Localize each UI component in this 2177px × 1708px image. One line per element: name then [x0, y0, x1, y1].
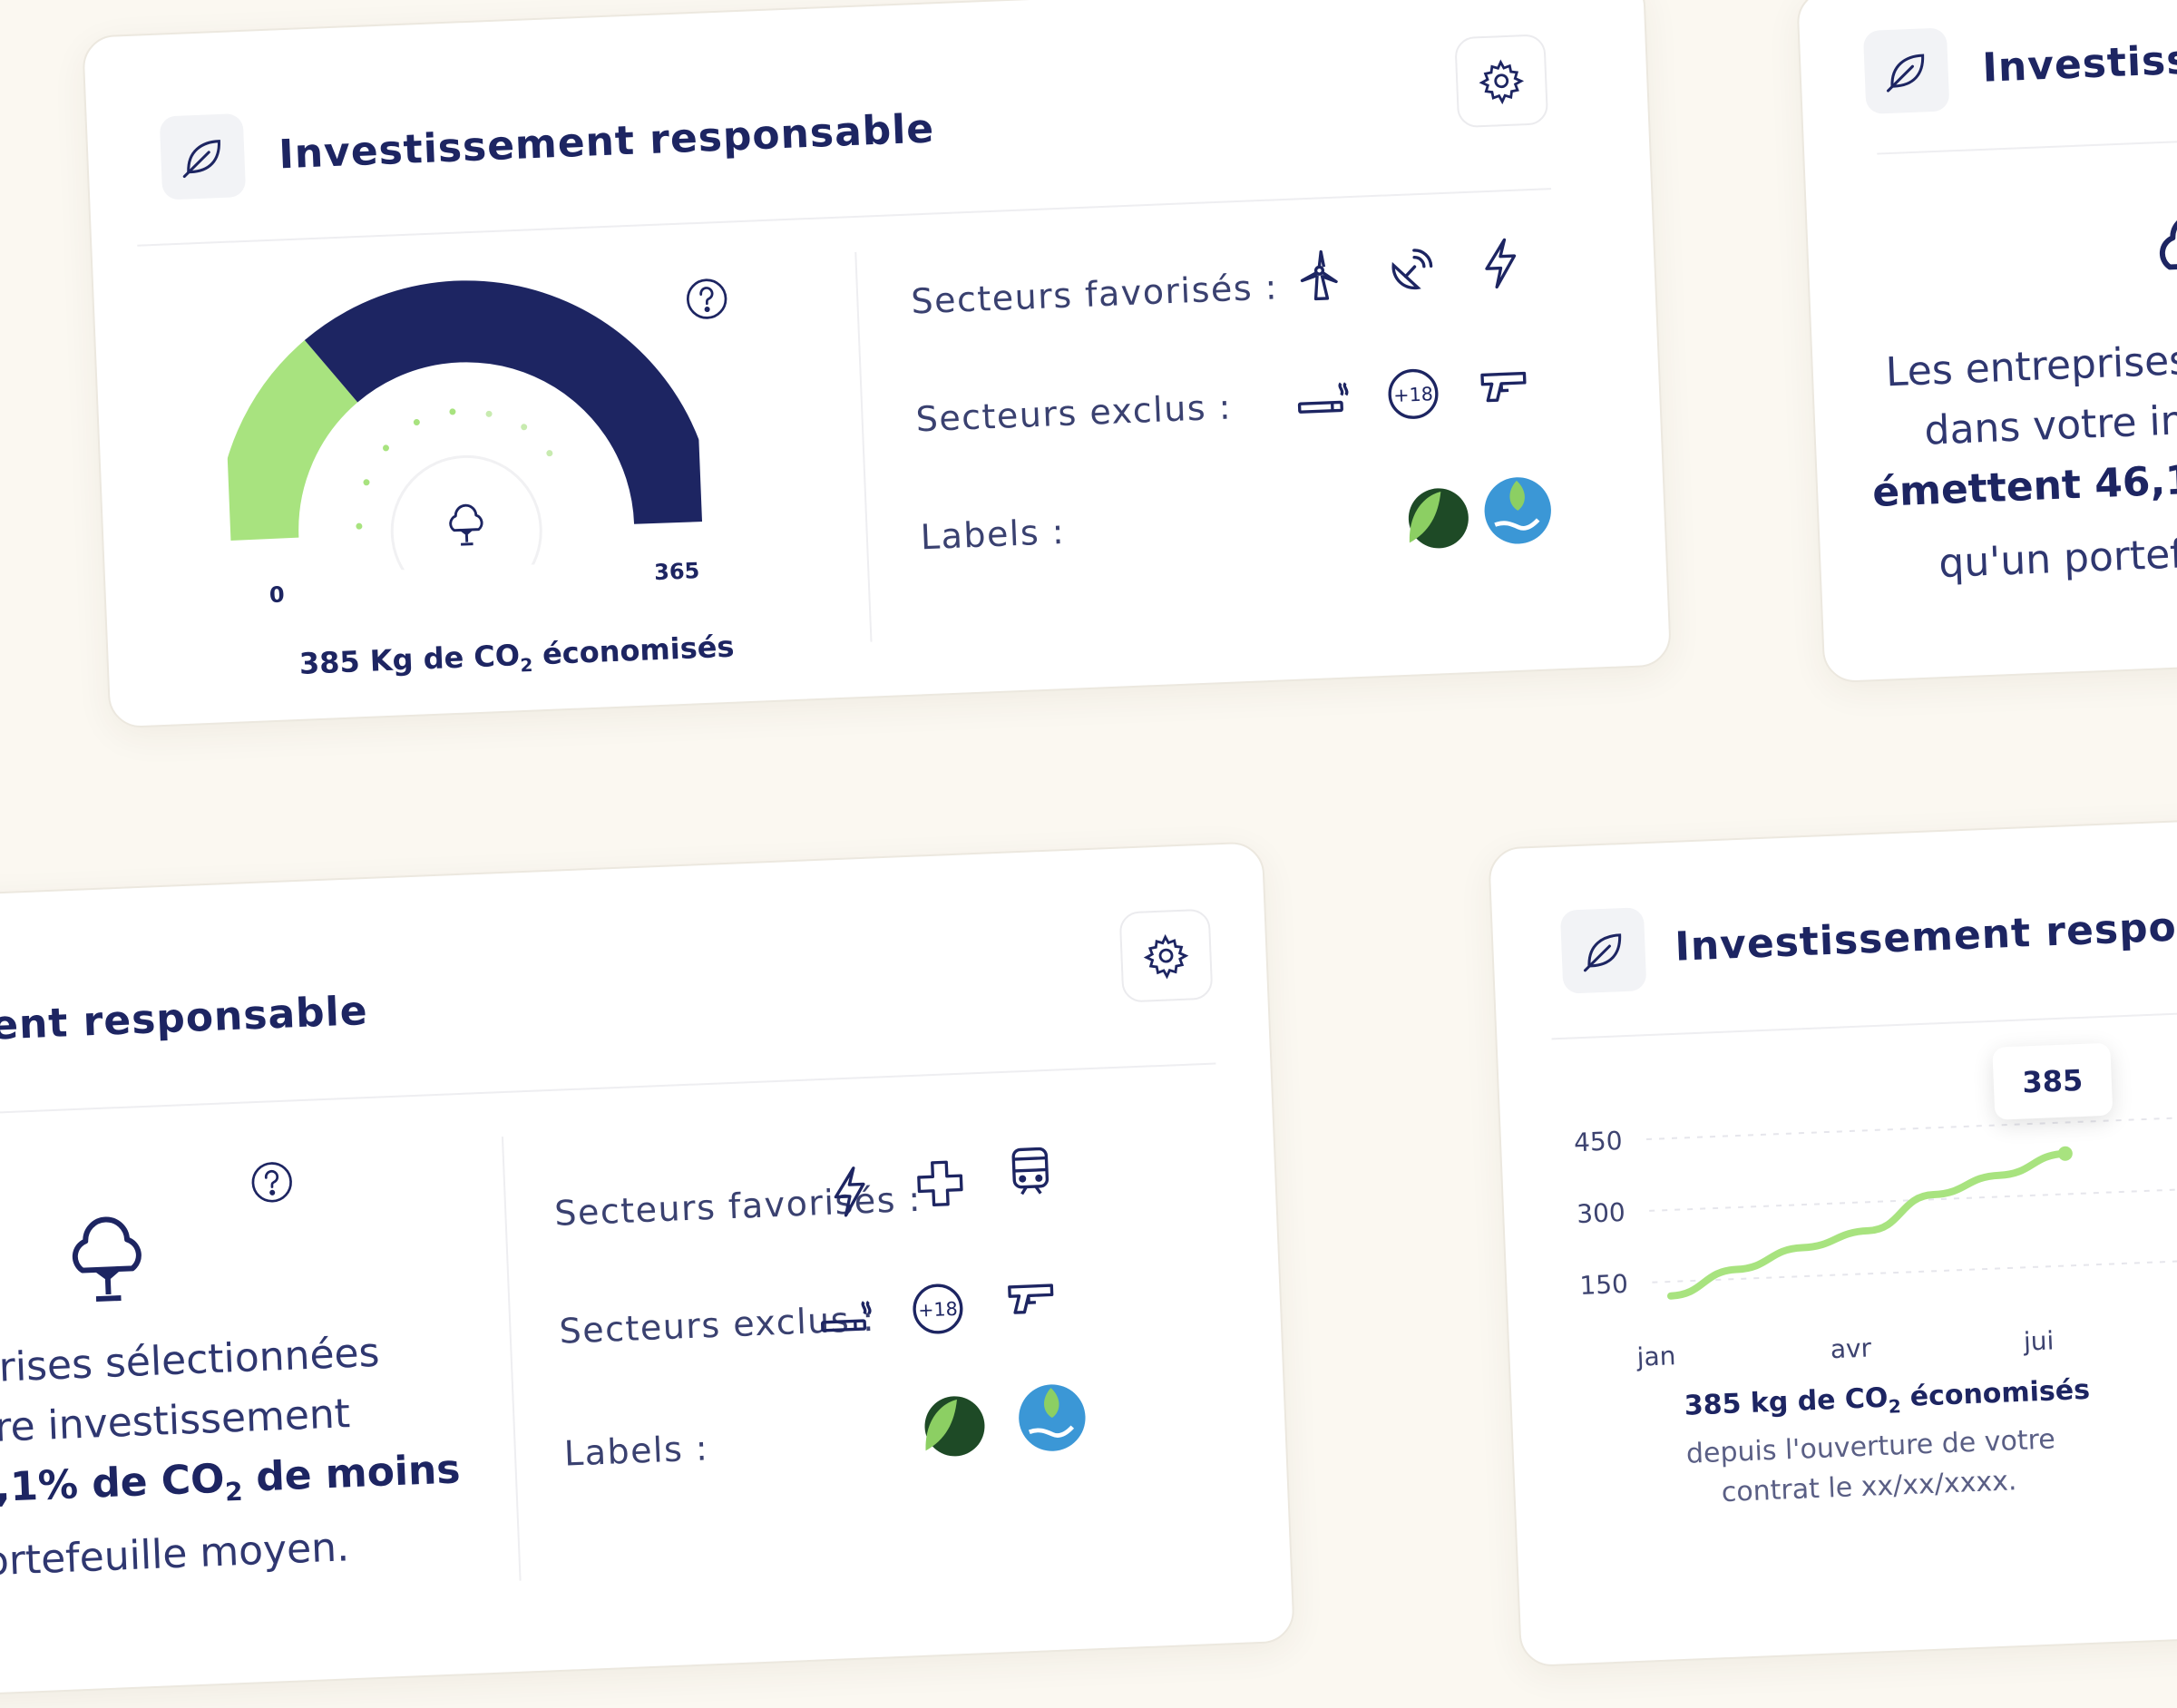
co2-line-chart: 150300450janavrjuioct: [1573, 1115, 2177, 1372]
isr-label-badge: [1484, 477, 1551, 544]
adult-18-icon: +18: [913, 1283, 963, 1334]
leaf-icon-box: [159, 112, 247, 200]
investment-card-statement-right: Investissement responsable Les entrepris…: [1796, 0, 2177, 684]
favored-sectors-label: Secteurs favorisés :: [910, 267, 1279, 322]
leaf-icon-box: [1862, 27, 1950, 114]
x-tick-label: jan: [1635, 1341, 1676, 1372]
train-icon: [1011, 1147, 1049, 1196]
data-point[interactable]: [2057, 1146, 2074, 1161]
statement-text: Les entreprises sélectionnées dans votre…: [0, 1329, 462, 1591]
y-tick-label: 300: [1577, 1197, 1626, 1229]
column-divider: [854, 251, 873, 642]
svg-text:+18: +18: [918, 1298, 959, 1322]
settings-button[interactable]: [1118, 908, 1214, 1003]
excluded-sectors-label: Secteurs exclus :: [914, 386, 1233, 440]
header-divider: [0, 1062, 1216, 1127]
card-title: Investissement responsable: [1981, 19, 2177, 92]
investment-card-chart: Investissement responsable 150 300 450 jan a…: [1488, 815, 2177, 1668]
cigarette-icon: [820, 1301, 872, 1332]
tree-icon: [72, 1216, 142, 1303]
y-tick-label: 450: [1573, 1126, 1623, 1157]
greenfin-label-badge: [924, 1396, 985, 1457]
greenfin-label-badge: [1408, 488, 1469, 549]
header-divider: [1877, 131, 2177, 155]
leaf-icon-box: [1559, 907, 1647, 994]
leaf-icon: [182, 140, 220, 179]
leaf-icon: [1583, 933, 1622, 972]
card-title: Investissement responsable: [1674, 897, 2177, 971]
tree-icon: [449, 503, 483, 546]
leaf-icon: [1886, 54, 1925, 93]
gear-icon: [1143, 933, 1189, 980]
health-cross-icon: [917, 1160, 963, 1207]
x-tick-label: avr: [1830, 1332, 1872, 1364]
lightning-icon: [834, 1166, 865, 1217]
isr-label-badge: [1019, 1384, 1086, 1451]
x-tick-label: jui: [2022, 1325, 2055, 1356]
settings-button[interactable]: [1454, 34, 1549, 129]
investment-card-statement: Investissement responsable Les entrepris…: [0, 841, 1296, 1708]
svg-text:+18: +18: [1393, 383, 1434, 406]
help-icon[interactable]: [683, 276, 730, 323]
gun-icon: [1480, 371, 1527, 403]
gauge-caption: 385 Kg de CO2 économisés: [298, 629, 736, 681]
labels-label: Labels :: [920, 511, 1066, 558]
tree-icon: [2159, 213, 2177, 270]
gauge-min-label: 0: [268, 581, 286, 609]
y-tick-label: 150: [1579, 1269, 1629, 1301]
chart-tooltip: 385: [1992, 1042, 2114, 1120]
gun-icon: [1008, 1283, 1054, 1314]
header-divider: [1551, 1009, 2177, 1040]
grid-line: [1652, 1258, 2177, 1283]
card-title: Investissement responsable: [0, 987, 369, 1060]
column-divider: [501, 1137, 522, 1581]
card-title: Investissement responsable: [278, 105, 936, 179]
cigarette-icon: [1297, 382, 1349, 414]
header-divider: [137, 188, 1552, 247]
labels-label: Labels :: [563, 1428, 709, 1474]
grid-line: [1645, 1115, 2177, 1141]
series-line: [1666, 1149, 2069, 1300]
gauge-max-label: 365: [653, 558, 700, 586]
satellite-dish-icon: [1391, 249, 1433, 290]
gear-icon: [1479, 59, 1525, 105]
grid-line: [1649, 1186, 2177, 1212]
lightning-icon: [1485, 238, 1517, 289]
wind-turbine-icon: [1300, 249, 1338, 301]
help-icon[interactable]: [249, 1158, 296, 1205]
chart-caption: 385 kg de CO2 économisés depuis l'ouvert…: [1684, 1373, 2091, 1509]
statement-text: Les entreprises sélectionnées dans votre…: [1871, 326, 2177, 587]
adult-18-icon: +18: [1388, 368, 1439, 419]
investment-card-gauge: Investissement responsable 0 365 385 Kg …: [82, 0, 1673, 729]
